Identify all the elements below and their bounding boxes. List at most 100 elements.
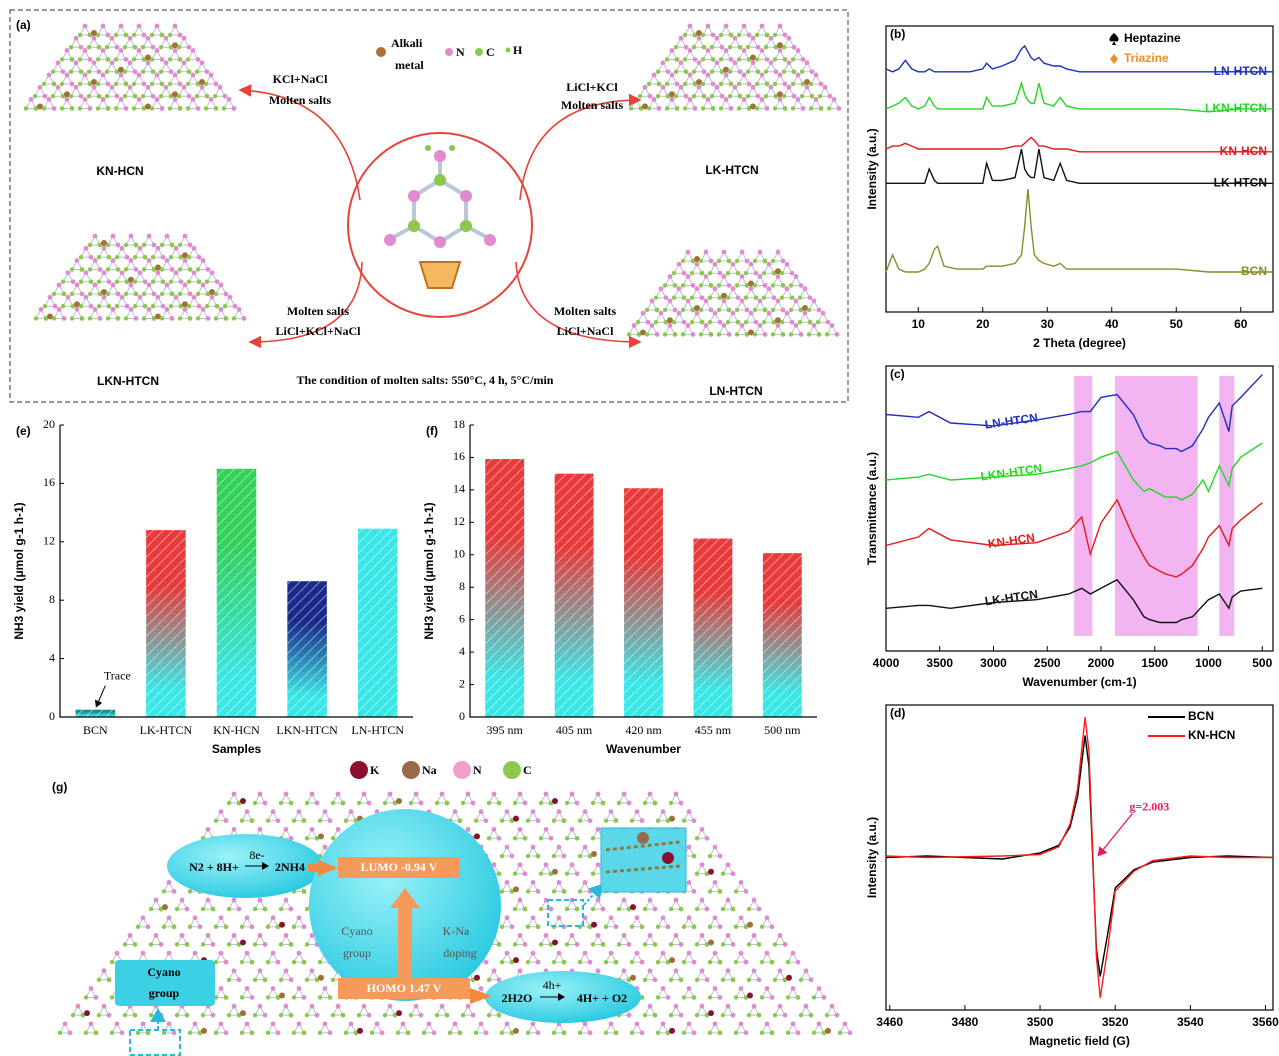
atom (330, 836, 336, 841)
bond (280, 969, 292, 981)
atom (160, 254, 166, 260)
atom (842, 1021, 848, 1027)
atom (660, 1021, 666, 1027)
atom (682, 57, 688, 62)
atom (777, 933, 783, 938)
ion (182, 301, 188, 308)
bond (772, 299, 784, 311)
atom (616, 942, 622, 947)
atom (721, 274, 727, 279)
legend-dot (350, 761, 368, 779)
atom (252, 942, 258, 947)
ion (748, 329, 754, 336)
atom (780, 283, 786, 288)
atom (772, 81, 778, 87)
atom (766, 286, 772, 292)
atom (177, 242, 183, 248)
atom (473, 1030, 479, 1036)
bond (682, 250, 694, 262)
atom (113, 57, 119, 62)
bond (160, 86, 172, 97)
atom (813, 97, 819, 102)
atom (653, 320, 659, 325)
atom (647, 93, 653, 99)
atom (68, 69, 74, 74)
atom (788, 332, 794, 337)
legend-text: N (473, 763, 482, 777)
atom (687, 72, 693, 78)
atom (736, 57, 742, 62)
atom (756, 906, 762, 912)
atom (142, 279, 148, 285)
atom (786, 35, 792, 41)
y-tick-label: 8 (49, 592, 55, 606)
atom (82, 97, 88, 102)
bond (774, 24, 786, 36)
bond (124, 1005, 136, 1016)
atom (184, 942, 190, 947)
atom (734, 283, 740, 288)
atom (348, 1021, 354, 1027)
atom (123, 291, 129, 297)
atom (809, 93, 815, 99)
atom (67, 1030, 73, 1036)
atom (288, 977, 294, 983)
atom (105, 291, 111, 297)
atom (665, 995, 671, 1000)
atom (691, 45, 697, 50)
atom (798, 977, 804, 982)
atom (574, 871, 580, 877)
atom (204, 279, 210, 284)
bond (592, 792, 604, 804)
atom (708, 258, 714, 264)
atom (195, 316, 201, 321)
atom (608, 809, 614, 815)
atom (785, 1030, 791, 1036)
bond (754, 324, 766, 335)
atom (195, 57, 201, 62)
atom (646, 106, 652, 111)
atom (663, 295, 669, 301)
atom (582, 844, 588, 850)
atom (736, 106, 742, 111)
bond (179, 283, 191, 295)
atom (69, 291, 75, 297)
cyano-text: Cyano (147, 965, 180, 979)
atom (478, 1021, 484, 1027)
atom (686, 950, 692, 956)
atom (249, 924, 255, 930)
atom (158, 94, 164, 99)
panel-label: (a) (16, 18, 31, 32)
atom (727, 69, 733, 74)
atom (647, 933, 653, 938)
atom (696, 35, 702, 41)
atom (733, 889, 739, 894)
atom (434, 174, 446, 186)
atom (62, 1021, 68, 1027)
bond (736, 299, 748, 311)
atom (522, 871, 528, 877)
atom (725, 295, 731, 300)
atom (105, 242, 111, 248)
atom (692, 106, 698, 111)
atom (322, 809, 328, 815)
atom (185, 106, 191, 111)
atom (745, 45, 751, 50)
atom (789, 319, 795, 325)
atom (799, 94, 805, 99)
atom (177, 106, 183, 111)
bond (709, 287, 721, 299)
bond (720, 98, 732, 109)
bond (781, 287, 793, 299)
bond (787, 952, 799, 963)
atom (205, 316, 211, 321)
atom (678, 942, 684, 947)
atom (356, 1012, 362, 1018)
atom (97, 316, 103, 321)
atom (660, 809, 666, 815)
atom (205, 267, 211, 272)
atom (46, 97, 52, 102)
bond (736, 324, 748, 335)
atom (678, 35, 684, 41)
atom (708, 332, 714, 337)
